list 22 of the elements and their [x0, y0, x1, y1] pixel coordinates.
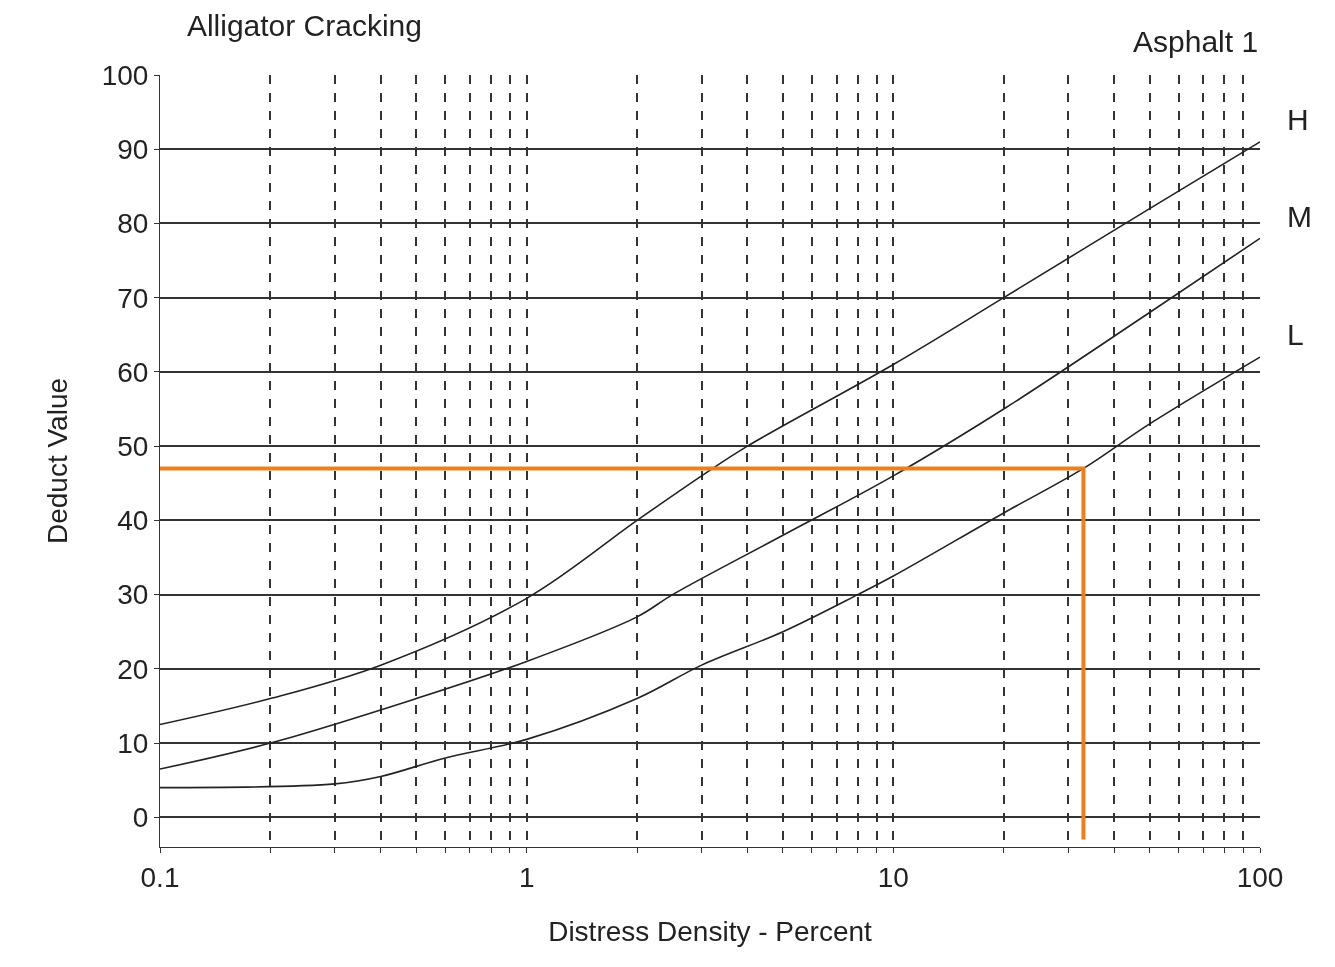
y-tick-label: 0 [132, 802, 149, 834]
y-tick-label: 20 [117, 653, 149, 685]
x-tick-label: 1 [518, 861, 535, 893]
y-tick-label: 30 [117, 579, 149, 611]
chart-subtitle: Asphalt 1 [1133, 25, 1259, 58]
x-tick-label: 100 [1236, 861, 1284, 893]
chart-title: Alligator Cracking [186, 8, 422, 42]
y-tick-label: 50 [117, 430, 149, 462]
y-tick-label: 100 [101, 59, 149, 91]
series-label: M [1287, 200, 1312, 233]
y-axis-title: Deduct Value [42, 377, 74, 545]
y-tick-label: 90 [117, 134, 149, 166]
y-tick-label: 10 [117, 727, 149, 759]
x-axis-title: Distress Density - Percent [548, 916, 873, 947]
series-label: L [1287, 318, 1304, 351]
x-tick-label: 10 [877, 861, 909, 893]
series-label: H [1287, 103, 1309, 136]
y-tick-label: 40 [117, 505, 149, 537]
y-tick-label: 60 [117, 356, 149, 388]
x-tick-label: 0.1 [140, 861, 180, 893]
y-tick-label: 80 [117, 208, 149, 240]
y-tick-label: 70 [117, 282, 149, 314]
